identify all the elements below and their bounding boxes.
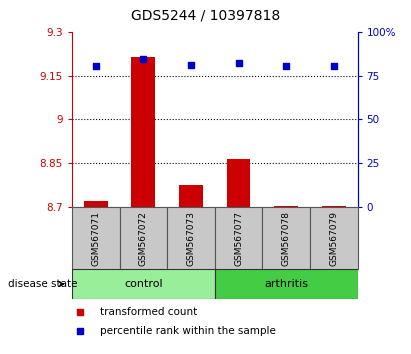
Text: percentile rank within the sample: percentile rank within the sample [100,326,276,336]
Point [283,63,289,69]
Bar [226,159,250,207]
Bar [262,207,310,269]
Text: GSM567079: GSM567079 [329,211,338,266]
Bar [132,57,155,207]
Bar [215,207,262,269]
Bar [72,269,215,299]
Bar [72,207,120,269]
Text: transformed count: transformed count [100,307,198,317]
Point [188,62,194,68]
Text: disease state: disease state [8,279,78,289]
Bar [322,206,346,207]
Bar [274,206,298,207]
Text: GSM567073: GSM567073 [187,211,196,266]
Point [77,329,84,334]
Point [77,309,84,315]
Point [92,63,99,69]
Point [330,63,337,69]
Bar [179,185,203,207]
Point [140,56,147,62]
Text: arthritis: arthritis [264,279,308,289]
Bar [167,207,215,269]
Bar [215,269,358,299]
Text: control: control [124,279,163,289]
Text: GSM567071: GSM567071 [91,211,100,266]
Bar [84,201,108,207]
Text: GSM567072: GSM567072 [139,211,148,266]
Bar [120,207,167,269]
Text: GDS5244 / 10397818: GDS5244 / 10397818 [131,9,280,23]
Text: GSM567077: GSM567077 [234,211,243,266]
Text: GSM567078: GSM567078 [282,211,291,266]
Bar [310,207,358,269]
Point [235,60,242,65]
